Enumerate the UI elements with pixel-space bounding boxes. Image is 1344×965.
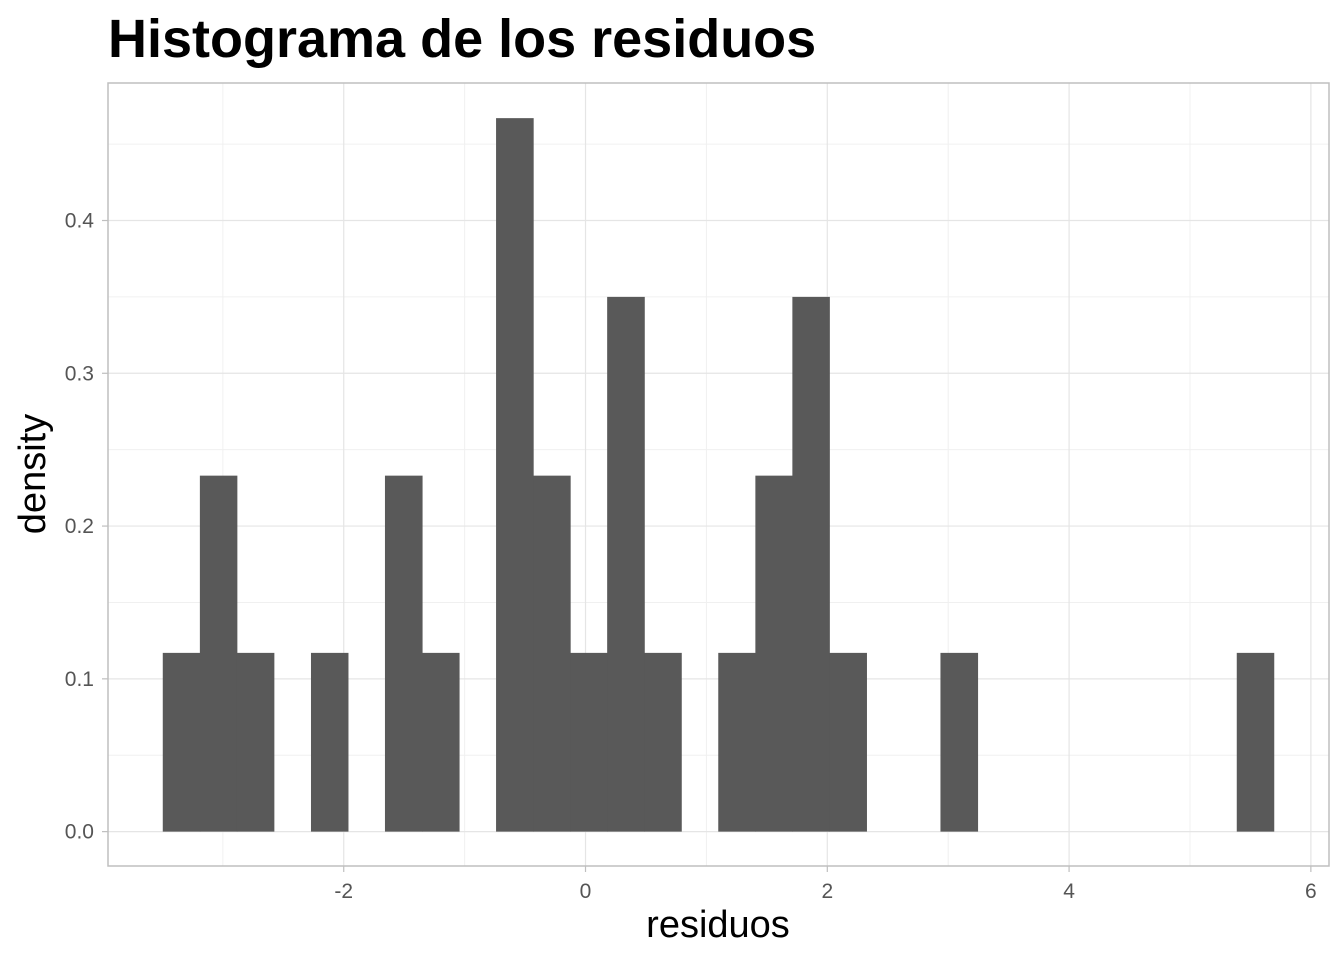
label-layer: -2 0 2 4 6 0.0 0.1 0.2 0.3 0.4 [65, 210, 1317, 903]
histogram-bar [940, 652, 979, 832]
y-axis-title: density [12, 414, 54, 534]
histogram-bar [384, 475, 423, 832]
x-tick-label: 0 [580, 880, 592, 903]
histogram-bar [570, 652, 608, 832]
histogram-bar [755, 475, 793, 832]
histogram-bar [792, 296, 830, 832]
histogram-bar [496, 118, 534, 832]
histogram-bar [607, 296, 645, 832]
chart-title: Histograma de los residuos [108, 9, 816, 69]
histogram-bar [644, 652, 682, 832]
histogram-bar [199, 475, 238, 832]
histogram-bar [310, 652, 349, 832]
tick-layer [102, 219, 1312, 872]
bar-layer [162, 118, 1275, 832]
x-tick-label: -2 [334, 880, 353, 903]
histogram-bar [236, 652, 275, 832]
histogram-bar [829, 652, 867, 832]
histogram-bar [1236, 652, 1275, 832]
histogram-bar [162, 652, 201, 832]
y-tick-label: 0.2 [65, 515, 94, 538]
y-tick-label: 0.3 [65, 362, 94, 385]
y-tick-label: 0.4 [65, 210, 95, 233]
histogram-bar [718, 652, 756, 832]
histogram-bar [422, 652, 460, 832]
x-tick-label: 4 [1063, 880, 1075, 903]
histogram-bar [533, 475, 571, 832]
y-tick-label: 0.0 [65, 821, 94, 844]
x-axis-title: residuos [646, 904, 790, 946]
panel-border [107, 82, 1330, 867]
x-tick-label: 6 [1305, 880, 1317, 903]
y-tick-label: 0.1 [65, 668, 94, 691]
x-tick-label: 2 [821, 880, 833, 903]
